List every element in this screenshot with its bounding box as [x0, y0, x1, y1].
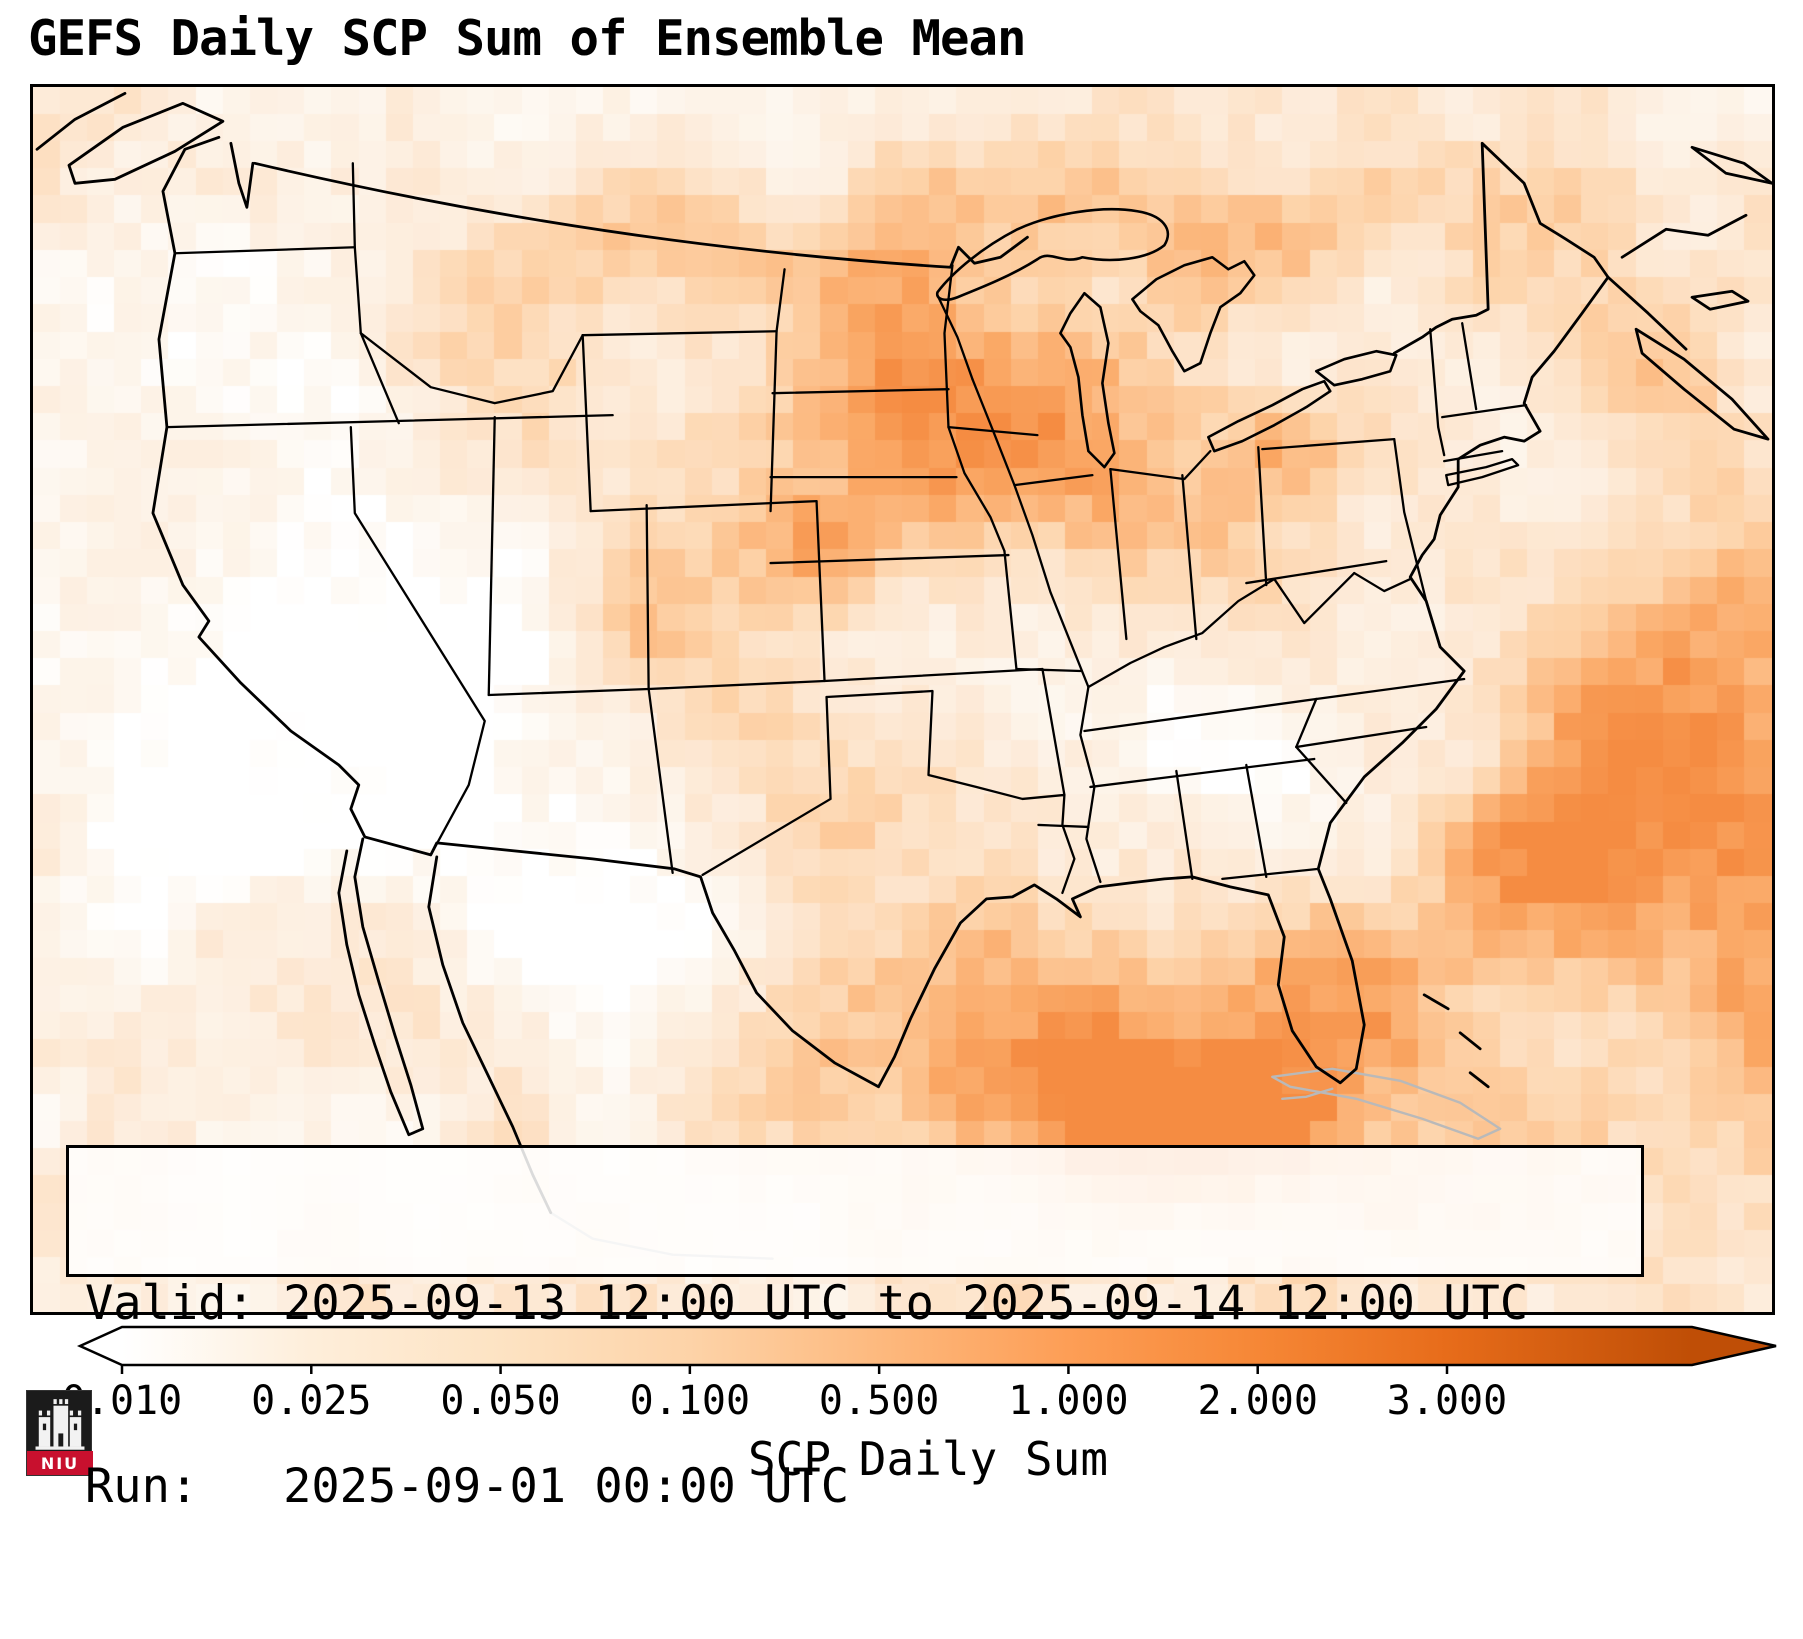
lake-michigan: [1059, 291, 1116, 469]
puget-sound: [229, 141, 255, 209]
colorbar-label: SCP Daily Sum: [747, 1432, 1109, 1486]
scp-heatmap-canvas: [33, 87, 1772, 1312]
valid-run-box: Valid: 2025-09-13 12:00 UTC to 2025-09-1…: [66, 1145, 1644, 1514]
niu-logo: NIU: [26, 1390, 93, 1476]
great-lakes: [935, 208, 1398, 469]
map-axes: Valid: 2025-09-13 12:00 UTC to 2025-09-1…: [30, 84, 1775, 1514]
lake-ontario: [1314, 349, 1398, 387]
bc-coast: [35, 91, 127, 151]
canada-border-east-maine: [1392, 141, 1610, 355]
figure-title: GEFS Daily SCP Sum of Ensemble Mean: [28, 10, 1027, 67]
anticosti: [1690, 145, 1772, 185]
coastlines: [35, 91, 1772, 1215]
conus-coast: [151, 135, 1610, 1089]
lake-superior: [935, 208, 1170, 301]
bahamas: [1422, 993, 1490, 1089]
niu-logo-band: NIU: [27, 1451, 93, 1475]
geography-overlay: [35, 91, 1772, 1260]
colorbar-tick-label: 1.000: [1008, 1378, 1129, 1424]
colorbar: [76, 1325, 1777, 1374]
vancouver-island: [67, 101, 225, 185]
niu-logo-text: NIU: [40, 1453, 80, 1473]
colorbar-tick-marks: [120, 1365, 1449, 1374]
lake-huron: [1131, 255, 1256, 373]
colorbar-tick-label: 0.500: [818, 1378, 940, 1424]
castle-icon: [35, 1399, 85, 1450]
valid-line: Valid: 2025-09-13 12:00 UTC to 2025-09-1…: [85, 1276, 1529, 1331]
run-line: Run: 2025-09-01 00:00 UTC: [85, 1459, 850, 1514]
colorbar-tick-label: 0.100: [629, 1378, 751, 1424]
bay-of-fundy: [1606, 275, 1688, 351]
figure: GEFS Daily SCP Sum of Ensemble Mean: [26, 10, 1777, 1514]
gulf-st-lawrence-coast: [1620, 213, 1748, 259]
baja-california: [337, 837, 425, 1137]
nova-scotia: [1634, 327, 1770, 441]
canada-border-west: [253, 161, 1029, 269]
colorbar-tick-label: 0.050: [440, 1378, 561, 1424]
pei: [1690, 289, 1750, 311]
state-borders: [165, 162, 1528, 895]
lake-erie: [1207, 379, 1332, 453]
colorbar-tick-label: 2.000: [1197, 1378, 1318, 1424]
colorbar-tick-label: 0.025: [251, 1378, 372, 1424]
colorbar-tick-label: 3.000: [1386, 1378, 1508, 1424]
